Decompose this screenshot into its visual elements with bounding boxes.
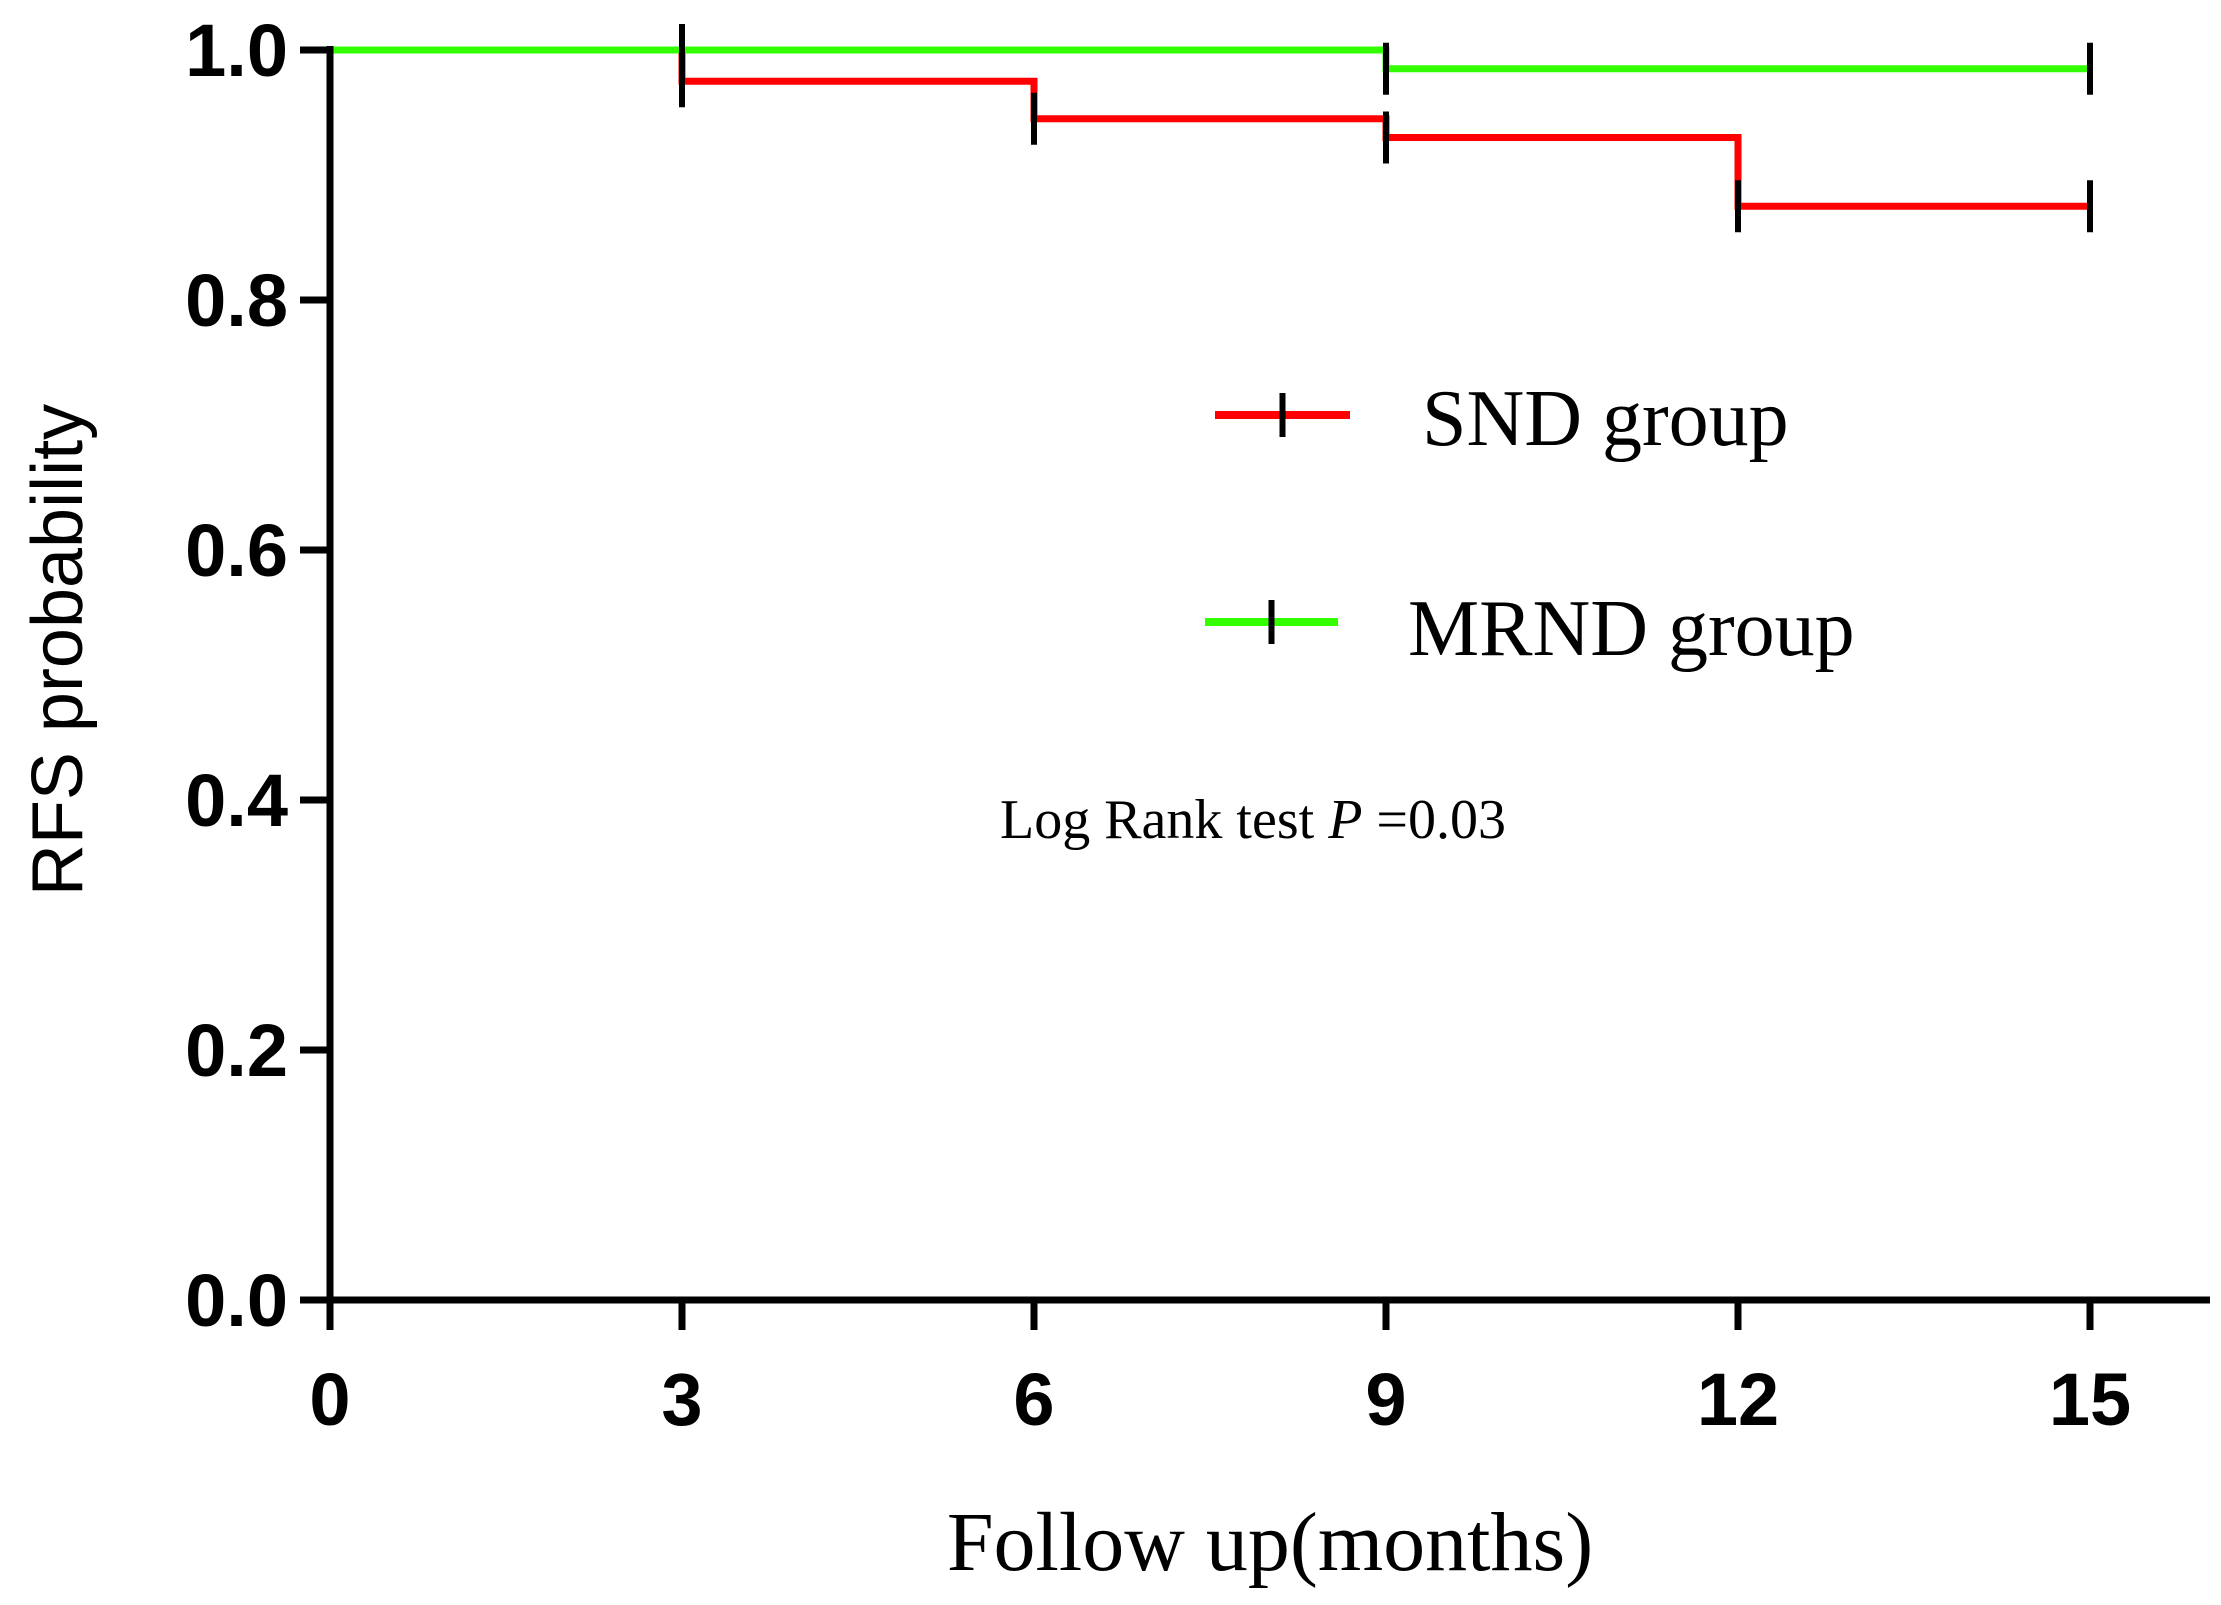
- y-tick-label: 0.0: [185, 1259, 288, 1342]
- mrnd-group-curve: [330, 46, 2090, 73]
- x-tick-label: 15: [2049, 1358, 2131, 1441]
- legend-item-mrnd-group: MRND group: [1205, 585, 1855, 673]
- y-axis-title: RFS probability: [18, 404, 98, 896]
- x-axis-title: Follow up(months): [947, 1496, 1593, 1589]
- legend-label: SND group: [1422, 375, 1789, 463]
- y-tick-label: 0.2: [185, 1009, 288, 1092]
- legend-item-snd-group: SND group: [1215, 375, 1789, 463]
- x-tick-label: 6: [1013, 1358, 1054, 1441]
- y-axis-ticks: 0.0 0.2 0.4 0.6 0.8 1.0: [185, 9, 330, 1342]
- x-tick-label: 9: [1365, 1358, 1406, 1441]
- legend: SND group MRND group: [1205, 375, 1855, 673]
- legend-label: MRND group: [1408, 585, 1855, 673]
- x-tick-label: 0: [309, 1358, 350, 1441]
- survival-curves: [330, 24, 2093, 233]
- y-tick-label: 1.0: [185, 9, 288, 92]
- y-tick-label: 0.8: [185, 259, 288, 342]
- x-tick-label: 12: [1697, 1358, 1779, 1441]
- snd-group-curve: [330, 46, 2090, 210]
- x-tick-label: 3: [661, 1358, 702, 1441]
- y-tick-label: 0.6: [185, 509, 288, 592]
- y-tick-label: 0.4: [185, 759, 288, 842]
- x-axis-ticks: 0 3 6 9 12 15: [309, 1300, 2131, 1441]
- log-rank-annotation: Log Rank test P =0.03: [1000, 789, 1506, 851]
